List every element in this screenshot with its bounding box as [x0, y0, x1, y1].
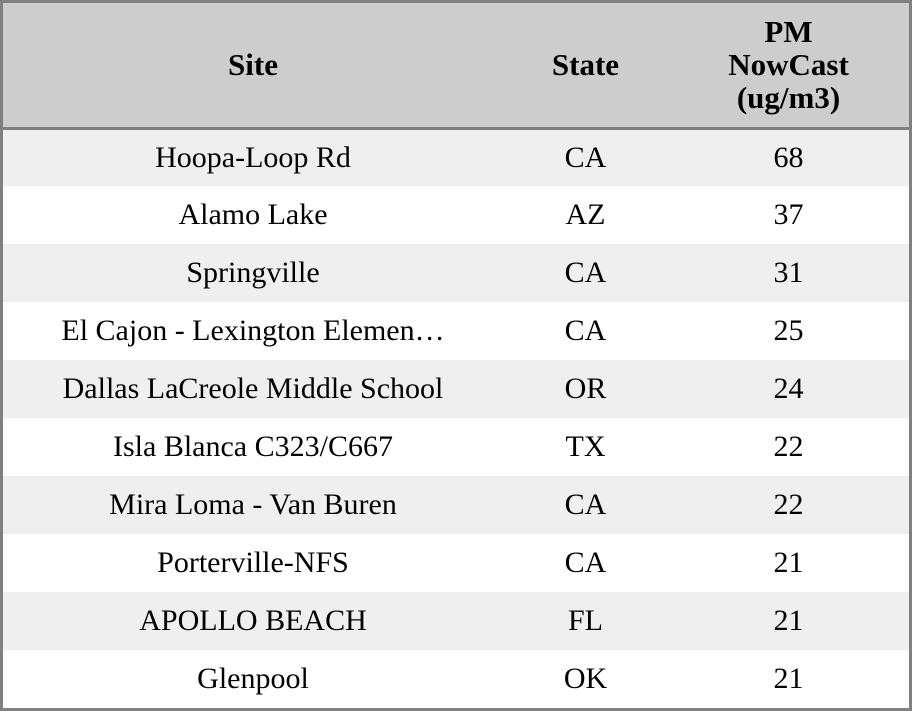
cell-site: Mira Loma - Van Buren	[3, 476, 503, 534]
cell-site: APOLLO BEACH	[3, 592, 503, 650]
cell-site: Glenpool	[3, 650, 503, 708]
table-row[interactable]: Glenpool OK 21	[3, 650, 909, 708]
cell-site: Isla Blanca C323/C667	[3, 418, 503, 476]
cell-state: FL	[503, 592, 668, 650]
column-header-state[interactable]: State	[503, 3, 668, 130]
cell-value: 37	[668, 186, 909, 244]
cell-site: Dallas LaCreole Middle School	[3, 360, 503, 418]
cell-state: AZ	[503, 186, 668, 244]
cell-state: CA	[503, 534, 668, 592]
table-header-row: Site State PM NowCast (ug/m3)	[3, 3, 909, 130]
cell-site: Porterville-NFS	[3, 534, 503, 592]
cell-state: OK	[503, 650, 668, 708]
table-header: Site State PM NowCast (ug/m3)	[3, 3, 909, 130]
table-row[interactable]: Dallas LaCreole Middle School OR 24	[3, 360, 909, 418]
table-row[interactable]: Hoopa-Loop Rd CA 68	[3, 128, 909, 186]
cell-value: 24	[668, 360, 909, 418]
cell-value: 22	[668, 476, 909, 534]
pm-nowcast-table: Site State PM NowCast (ug/m3) Hoopa-Loop…	[3, 3, 909, 708]
cell-value: 68	[668, 128, 909, 186]
table-row[interactable]: Porterville-NFS CA 21	[3, 534, 909, 592]
cell-state: CA	[503, 128, 668, 186]
cell-site: Hoopa-Loop Rd	[3, 128, 503, 186]
cell-value: 21	[668, 650, 909, 708]
cell-value: 25	[668, 302, 909, 360]
cell-value: 31	[668, 244, 909, 302]
cell-state: CA	[503, 302, 668, 360]
table-row[interactable]: Alamo Lake AZ 37	[3, 186, 909, 244]
cell-value: 21	[668, 592, 909, 650]
cell-value: 22	[668, 418, 909, 476]
column-header-site[interactable]: Site	[3, 3, 503, 130]
cell-state: CA	[503, 244, 668, 302]
table-row[interactable]: El Cajon - Lexington Elemen… CA 25	[3, 302, 909, 360]
table-row[interactable]: APOLLO BEACH FL 21	[3, 592, 909, 650]
cell-value: 21	[668, 534, 909, 592]
column-header-pm-nowcast[interactable]: PM NowCast (ug/m3)	[668, 3, 909, 130]
cell-state: OR	[503, 360, 668, 418]
cell-site: El Cajon - Lexington Elemen…	[3, 302, 503, 360]
table-row[interactable]: Springville CA 31	[3, 244, 909, 302]
table-row[interactable]: Mira Loma - Van Buren CA 22	[3, 476, 909, 534]
cell-state: CA	[503, 476, 668, 534]
table-body: Hoopa-Loop Rd CA 68 Alamo Lake AZ 37 Spr…	[3, 128, 909, 708]
cell-state: TX	[503, 418, 668, 476]
cell-site: Alamo Lake	[3, 186, 503, 244]
cell-site: Springville	[3, 244, 503, 302]
table-row[interactable]: Isla Blanca C323/C667 TX 22	[3, 418, 909, 476]
